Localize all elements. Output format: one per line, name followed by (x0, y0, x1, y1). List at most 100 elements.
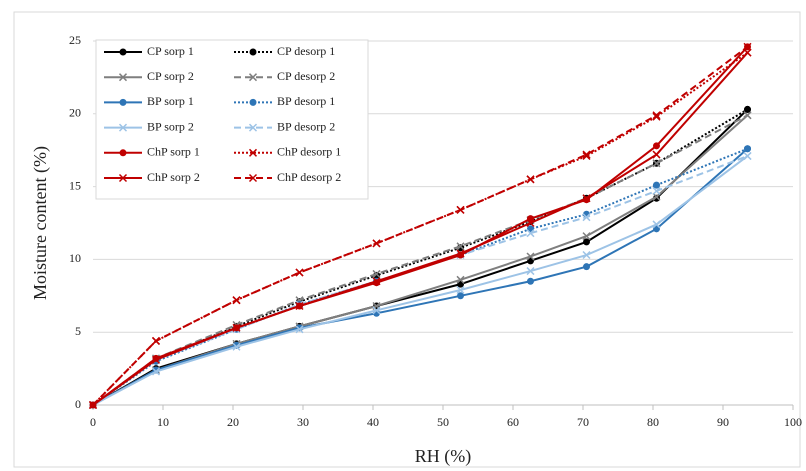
point (456, 275, 465, 284)
legend-label: BP sorp 1 (147, 94, 194, 108)
x-tick-label: 70 (577, 415, 589, 429)
legend-item: BP desorp 1 (234, 94, 335, 108)
point (372, 277, 381, 286)
legend-marker (249, 98, 257, 106)
point (744, 105, 751, 113)
point (582, 232, 591, 241)
y-tick-label: 15 (69, 178, 81, 192)
point (582, 251, 591, 260)
y-axis-title: Moisture content (%) (30, 146, 51, 300)
point (526, 175, 535, 184)
point (526, 267, 535, 276)
point (652, 186, 661, 195)
x-tick-label: 30 (297, 415, 309, 429)
legend-item: CP sorp 2 (104, 69, 194, 83)
legend-label: ChP desorp 2 (277, 170, 341, 184)
point (372, 239, 381, 248)
legend-marker (249, 48, 257, 56)
point (743, 151, 752, 161)
point (526, 252, 535, 261)
x-tick-label: 10 (157, 415, 169, 429)
series (88, 42, 752, 410)
point (743, 42, 752, 51)
legend-marker (248, 73, 258, 82)
legend-marker (248, 123, 258, 132)
legend-item: CP desorp 1 (234, 44, 335, 58)
x-tick-label: 90 (717, 415, 729, 429)
point (456, 205, 465, 214)
x-tick-label: 60 (507, 415, 519, 429)
y-tick-label: 10 (69, 251, 81, 265)
point (295, 301, 304, 311)
x-tick-label: 20 (227, 415, 239, 429)
point (456, 249, 465, 258)
legend-marker (118, 73, 128, 82)
legend-marker (248, 148, 258, 157)
series-line (92, 114, 748, 406)
legend-marker (248, 173, 258, 183)
point (582, 194, 591, 203)
point (583, 263, 590, 271)
y-tick-label: 25 (69, 33, 81, 47)
point (526, 218, 535, 228)
point (151, 367, 161, 376)
point (653, 142, 660, 150)
point (457, 292, 464, 300)
legend-label: BP desorp 2 (277, 119, 335, 133)
x-axis-title: RH (%) (415, 446, 472, 467)
x-tick-label: 100 (784, 415, 802, 429)
legend-label: ChP sorp 1 (147, 145, 200, 159)
point (456, 242, 465, 251)
legend-marker (119, 98, 127, 106)
point (652, 150, 661, 159)
legend-label: CP sorp 2 (147, 69, 194, 83)
point (652, 220, 661, 229)
legend-item: BP desorp 2 (234, 119, 335, 133)
point (743, 111, 752, 120)
legend-label: CP desorp 1 (277, 44, 335, 58)
legend-marker (118, 173, 128, 183)
x-tick-label: 50 (437, 415, 449, 429)
y-tick-label: 5 (75, 324, 81, 338)
point (372, 306, 381, 315)
series-line (92, 155, 749, 406)
x-tick-label: 40 (367, 415, 379, 429)
point (582, 213, 591, 222)
point (151, 336, 161, 345)
x-tick-label: 80 (647, 415, 659, 429)
legend-item: ChP sorp 2 (104, 170, 200, 184)
point (583, 238, 590, 246)
legend-marker (118, 123, 128, 132)
legend-item: ChP desorp 1 (234, 145, 341, 159)
point (744, 145, 751, 153)
point (456, 285, 465, 295)
series-line (92, 51, 749, 406)
legend-label: CP desorp 2 (277, 69, 335, 83)
y-tick-label: 20 (69, 106, 81, 120)
legend-item: BP sorp 2 (104, 119, 194, 133)
legend-label: CP sorp 1 (147, 44, 194, 58)
legend-label: ChP sorp 2 (147, 170, 200, 184)
point (652, 159, 661, 168)
series-line (92, 147, 748, 406)
point (653, 181, 660, 189)
series-line (92, 46, 749, 406)
series (88, 151, 752, 410)
legend-item: CP sorp 1 (104, 44, 194, 58)
legend-label: BP desorp 1 (277, 94, 335, 108)
legend-item: ChP desorp 2 (234, 170, 341, 184)
point (652, 111, 661, 120)
point (151, 355, 161, 364)
legend-item: CP desorp 2 (234, 69, 335, 83)
point (582, 150, 591, 159)
legend-label: ChP desorp 1 (277, 145, 341, 159)
point (295, 325, 304, 334)
legend-box (95, 39, 369, 200)
legend-item: ChP sorp 1 (104, 145, 200, 159)
legend-label: BP sorp 2 (147, 119, 194, 133)
point (526, 229, 535, 238)
point (232, 342, 241, 351)
series-line (92, 147, 749, 406)
legend-marker (119, 149, 127, 157)
